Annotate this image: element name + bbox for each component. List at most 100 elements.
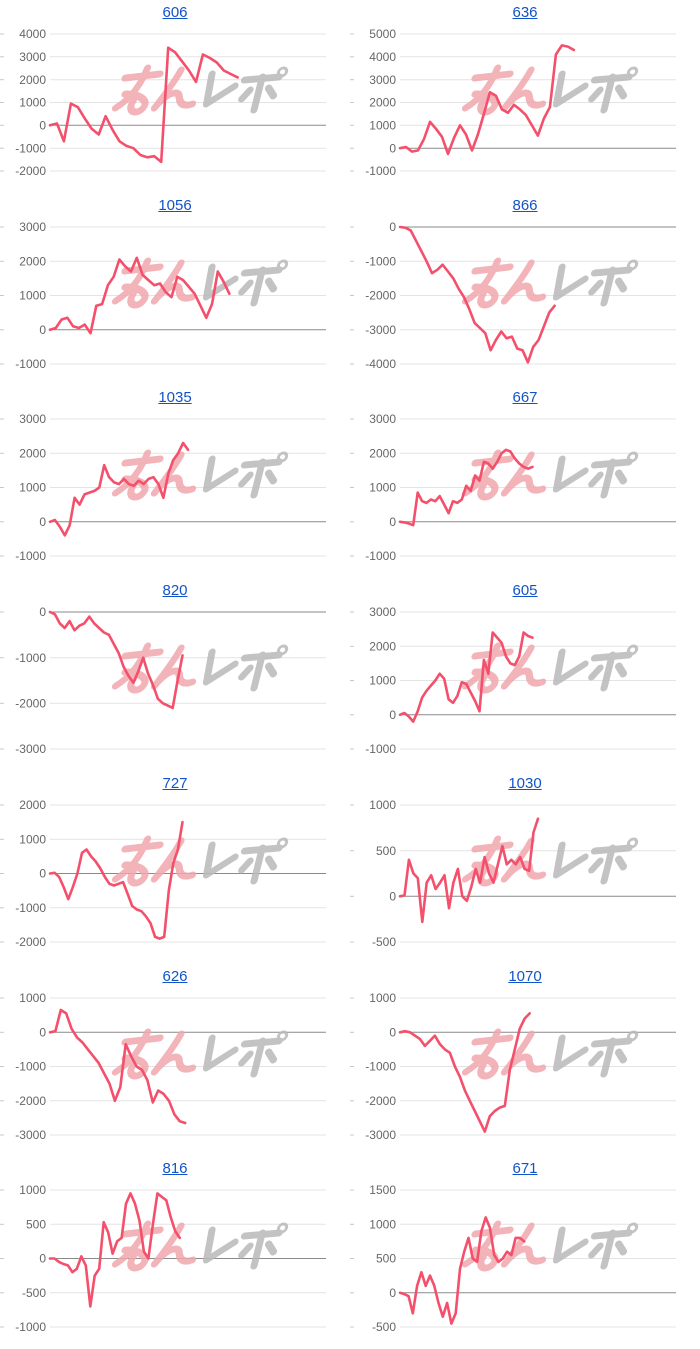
- series-line: [398, 448, 534, 527]
- watermark-pink-text: [111, 835, 197, 887]
- chart-title: 727: [0, 775, 350, 793]
- y-axis-label: 0: [39, 605, 46, 619]
- y-axis-label: 0: [39, 867, 46, 881]
- y-axis-label: 500: [26, 1218, 46, 1232]
- y-axis-label: 1000: [369, 119, 396, 133]
- y-axis-label: 1500: [369, 1183, 396, 1197]
- chart-title-link[interactable]: 820: [162, 582, 188, 600]
- chart-plot: 4000 3000 2000 1000 0 -1000 -2000: [0, 27, 326, 178]
- watermark-pink-text: [111, 449, 197, 501]
- chart-title-link[interactable]: 606: [162, 4, 188, 21]
- chart-title-link[interactable]: 626: [162, 967, 188, 985]
- series-line: [48, 820, 184, 940]
- y-axis-label: 3000: [19, 220, 46, 234]
- chart-title-link[interactable]: 727: [162, 774, 188, 792]
- chart-title-link[interactable]: 671: [512, 1160, 538, 1178]
- chart-title: 667: [350, 389, 700, 407]
- chart-title-link[interactable]: 1070: [508, 967, 542, 985]
- y-axis-label: 0: [389, 220, 396, 234]
- watermark: [111, 1028, 289, 1079]
- watermark-gray-text: [552, 644, 639, 692]
- chart-title: 1035: [0, 389, 350, 407]
- y-axis-label: 0: [389, 1286, 396, 1300]
- y-axis-label: 500: [376, 844, 396, 858]
- y-axis-label: 0: [39, 323, 46, 337]
- watermark: [111, 64, 289, 116]
- watermark-gray-text: [552, 1222, 639, 1270]
- y-axis-label: 1000: [369, 798, 396, 812]
- series-line: [398, 1216, 526, 1326]
- y-axis-label: 2000: [19, 447, 46, 461]
- y-axis-label: -500: [372, 935, 396, 949]
- y-axis-label: -2000: [15, 1094, 46, 1108]
- y-axis-label: 3000: [369, 605, 396, 619]
- watermark-gray-text: [202, 1222, 289, 1270]
- chart-title-link[interactable]: 667: [512, 389, 538, 407]
- y-axis-label: 2000: [19, 798, 46, 812]
- watermark-pink-text: [111, 1220, 197, 1272]
- series-line: [48, 256, 231, 335]
- chart-plot: 1000 0 -1000 -2000 -3000: [350, 991, 676, 1142]
- series-line: [398, 44, 576, 156]
- chart-title-link[interactable]: 866: [512, 196, 538, 214]
- y-axis-label: 0: [39, 515, 46, 529]
- chart-cell: 626 1000 0 -1000 -2000 -3000: [0, 964, 350, 1157]
- watermark-pink-text: [461, 257, 547, 309]
- chart-cell: 1035 3000 2000 1000 0 -1000: [0, 385, 350, 578]
- y-axis-label: 0: [389, 515, 396, 529]
- y-axis-label: 1000: [369, 1218, 396, 1232]
- watermark: [461, 1028, 639, 1079]
- chart-title-link[interactable]: 636: [512, 4, 538, 21]
- series-line: [48, 1008, 187, 1124]
- watermark-pink-text: [461, 64, 547, 116]
- y-axis-label: -1000: [15, 1320, 46, 1334]
- watermark-pink-text: [461, 449, 547, 501]
- y-axis-label: 1000: [369, 991, 396, 1005]
- chart-plot: 1500 1000 500 0 -500: [350, 1183, 676, 1334]
- chart-cell: 1070 1000 0 -1000 -2000 -3000: [350, 964, 700, 1157]
- chart-title: 820: [0, 582, 350, 600]
- chart-cell: 671 1500 1000 500 0 -500: [350, 1156, 700, 1349]
- chart-cell: 727 2000 1000 0 -1000 -2000: [0, 771, 350, 964]
- watermark-gray-text: [202, 66, 289, 114]
- y-axis-label: -3000: [365, 323, 396, 337]
- chart-plot: 1000 500 0 -500: [350, 798, 676, 949]
- y-axis-label: 1000: [369, 674, 396, 688]
- y-axis-label: 0: [39, 1025, 46, 1039]
- watermark-pink-text: [461, 1220, 547, 1272]
- chart-cell: 1056 3000 2000 1000 0 -1000: [0, 193, 350, 386]
- watermark-gray-text: [202, 451, 289, 499]
- y-axis-label: -3000: [15, 1128, 46, 1142]
- y-axis-label: -500: [22, 1286, 46, 1300]
- chart-title-link[interactable]: 1030: [508, 774, 542, 792]
- y-axis-label: -2000: [15, 935, 46, 949]
- chart-plot: 3000 2000 1000 0 -1000: [350, 413, 676, 564]
- chart-title: 605: [350, 582, 700, 600]
- watermark-pink-text: [111, 642, 197, 694]
- chart-plot: 0 -1000 -2000 -3000: [0, 605, 326, 756]
- series-line: [48, 442, 190, 538]
- chart-title: 606: [0, 4, 350, 22]
- chart-title-link[interactable]: 1035: [158, 389, 192, 407]
- y-axis-label: 3000: [19, 50, 46, 64]
- series-line: [48, 1192, 181, 1308]
- chart-title: 816: [0, 1160, 350, 1178]
- chart-cell: 866 0 -1000 -2000 -3000 -4000: [350, 193, 700, 386]
- chart-title-link[interactable]: 816: [162, 1160, 188, 1178]
- y-axis-label: -1000: [15, 141, 46, 155]
- watermark-gray-text: [552, 837, 639, 885]
- chart-title: 1056: [0, 197, 350, 215]
- y-axis-label: -1000: [365, 1059, 396, 1073]
- watermark-gray-text: [552, 66, 639, 114]
- y-axis-label: -500: [372, 1320, 396, 1334]
- watermark-gray-text: [552, 451, 639, 499]
- watermark-pink-text: [461, 642, 547, 694]
- series-line: [398, 1011, 531, 1133]
- y-axis-label: 500: [376, 1252, 396, 1266]
- chart-title-link[interactable]: 605: [512, 582, 538, 600]
- chart-title-link[interactable]: 1056: [158, 196, 192, 214]
- chart-plot: 1000 500 0 -500 -1000: [0, 1183, 326, 1334]
- watermark: [461, 1220, 639, 1272]
- y-axis-label: 2000: [369, 447, 396, 461]
